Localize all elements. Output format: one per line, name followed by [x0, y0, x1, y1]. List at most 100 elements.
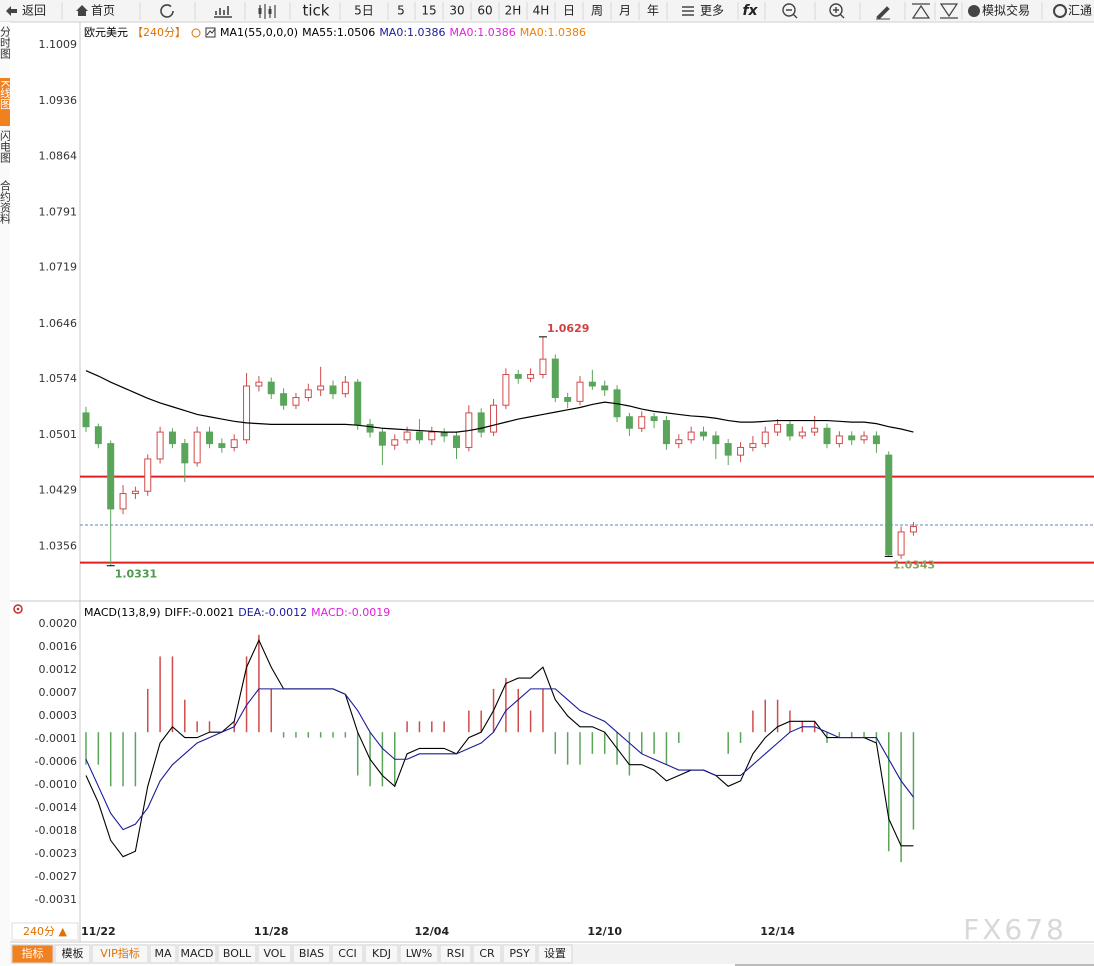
- period-box[interactable]: [11, 922, 79, 941]
- candle-body: [823, 427, 831, 445]
- bottom-tab[interactable]: [399, 944, 439, 964]
- candle-body: [514, 373, 522, 379]
- side-tab[interactable]: K线图: [0, 80, 12, 110]
- y-tick-label: 1.0719: [39, 261, 78, 274]
- bottom-tab[interactable]: [54, 944, 91, 964]
- candle-body: [243, 385, 251, 441]
- toolbar-button[interactable]: 返回: [22, 4, 46, 18]
- y-tick-label: 1.0864: [39, 149, 78, 162]
- toolbar-button[interactable]: 首页: [91, 4, 115, 18]
- bottom-tab[interactable]: [472, 944, 502, 964]
- toolbar-button[interactable]: 15: [421, 4, 436, 18]
- bottom-tab[interactable]: [177, 944, 217, 964]
- macd-line: [85, 638, 914, 858]
- zoom-in-icon[interactable]: [829, 3, 843, 17]
- home-icon[interactable]: [76, 5, 88, 16]
- settings-icon[interactable]: [13, 604, 23, 614]
- bottom-tab[interactable]: [439, 944, 472, 964]
- back-icon[interactable]: [6, 6, 17, 16]
- period-label: 【240分】: [132, 26, 186, 39]
- bottom-tab[interactable]: [292, 944, 331, 964]
- add-icon[interactable]: [191, 28, 201, 38]
- candle-body: [292, 397, 300, 406]
- bottom-tab-label[interactable]: MACD: [181, 947, 214, 960]
- more-icon[interactable]: [682, 6, 694, 16]
- trade-icon[interactable]: [968, 5, 980, 17]
- candle-body: [354, 381, 362, 425]
- toolbar-button[interactable]: 5: [397, 4, 405, 18]
- toolbar-button[interactable]: 年: [647, 4, 659, 18]
- toolbar-button[interactable]: 2H: [505, 4, 522, 18]
- toolbar-button[interactable]: 5日: [354, 4, 374, 18]
- bottom-tab-label[interactable]: 设置: [544, 947, 566, 960]
- bottom-tab[interactable]: [149, 944, 177, 964]
- candle-body: [144, 458, 152, 492]
- bottom-tab-label[interactable]: CR: [479, 947, 495, 960]
- period-selector[interactable]: 240分 ▲: [23, 925, 67, 938]
- bottom-tab[interactable]: [502, 944, 537, 964]
- side-tab-active[interactable]: [0, 78, 10, 126]
- side-tab[interactable]: 分时图: [0, 26, 12, 60]
- bottom-tab-label[interactable]: CCI: [338, 947, 357, 960]
- x-tick-label: 11/28: [254, 925, 289, 938]
- bottom-tab-label[interactable]: 指标: [22, 946, 44, 960]
- side-tab[interactable]: 合约资料: [0, 179, 12, 225]
- candle-body: [206, 431, 213, 445]
- bottom-tab-label[interactable]: BOLL: [223, 947, 252, 960]
- toolbar-button[interactable]: 更多: [700, 4, 724, 18]
- draw-down-icon[interactable]: [939, 3, 959, 19]
- bottom-tab[interactable]: [11, 944, 54, 964]
- toolbar-button[interactable]: 日: [563, 4, 575, 18]
- bars-icon[interactable]: [214, 6, 232, 18]
- settings-icon-dot: [16, 607, 20, 611]
- bottom-tab-label[interactable]: VOL: [263, 947, 286, 960]
- bottom-tab[interactable]: [257, 944, 292, 964]
- candle-body: [601, 385, 609, 391]
- instrument-name: 欧元美元: [84, 26, 128, 39]
- pen-icon[interactable]: [876, 6, 890, 20]
- candle-body: [872, 435, 880, 445]
- bottom-tab[interactable]: [364, 944, 399, 964]
- toolbar-button[interactable]: 汇通: [1068, 4, 1092, 18]
- bottom-tab-label[interactable]: VIP指标: [100, 946, 139, 960]
- indicator-title: MACD(13,8,9): [84, 606, 161, 619]
- side-tab[interactable]: 闪电图: [0, 129, 12, 164]
- zoom-out-icon[interactable]: [782, 3, 796, 17]
- toolbar-button[interactable]: 月: [619, 4, 631, 18]
- toolbar-button[interactable]: 30: [449, 4, 464, 18]
- draw-up-icon[interactable]: [911, 3, 931, 19]
- bottom-tab-label[interactable]: MA: [154, 947, 171, 960]
- ma-icon[interactable]: [205, 27, 216, 38]
- side-strip: [0, 22, 10, 966]
- y-tick-label: -0.0014: [35, 801, 77, 814]
- candle-body: [193, 431, 201, 464]
- bottom-tab-label[interactable]: RSI: [447, 947, 465, 960]
- bottom-tab-label[interactable]: LW%: [406, 947, 432, 960]
- refresh-icon[interactable]: [160, 4, 174, 18]
- huitong-icon[interactable]: [1053, 4, 1067, 18]
- candle-body: [329, 385, 337, 395]
- bottom-tab-label[interactable]: BIAS: [299, 947, 324, 960]
- toolbar-button[interactable]: 周: [591, 4, 603, 18]
- toolbar-button[interactable]: fx: [742, 3, 758, 19]
- bottom-tab-label[interactable]: 模板: [62, 946, 84, 960]
- bottom-tab[interactable]: [537, 944, 573, 964]
- candle-body: [811, 427, 819, 433]
- zoom-out-glyph: [786, 9, 798, 19]
- toolbar-separators: [61, 2, 1043, 20]
- candle-body: [774, 423, 782, 433]
- bottom-tab[interactable]: [91, 944, 149, 964]
- candle-body: [168, 431, 176, 445]
- bottom-tab[interactable]: [331, 944, 364, 964]
- toolbar-button[interactable]: 模拟交易: [982, 3, 1030, 18]
- candle-body: [909, 526, 917, 533]
- candle-body: [267, 381, 275, 395]
- candle-body: [897, 531, 905, 556]
- candle-body: [798, 431, 806, 437]
- toolbar-button[interactable]: 4H: [533, 4, 550, 18]
- bottom-tab-label[interactable]: KDJ: [372, 947, 391, 960]
- bottom-tab-label[interactable]: PSY: [509, 947, 530, 960]
- bottom-tab[interactable]: [217, 944, 257, 964]
- toolbar-button[interactable]: tick: [303, 2, 330, 20]
- toolbar-button[interactable]: 60: [477, 4, 492, 18]
